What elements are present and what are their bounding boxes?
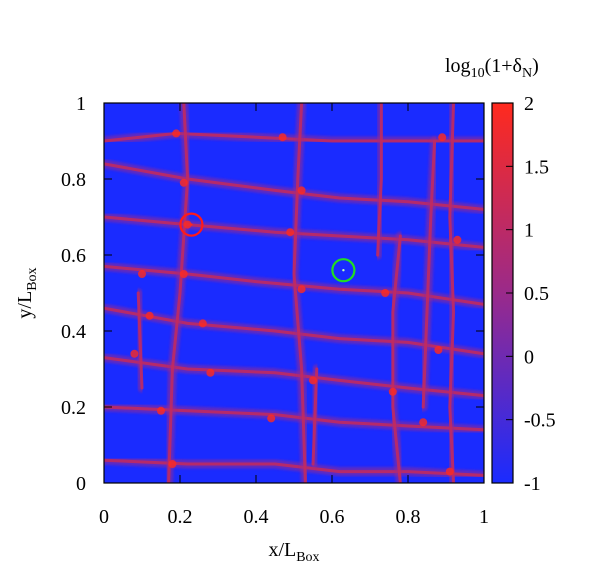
marker-circle-0 (179, 212, 204, 237)
x-tick-label-1: 0.2 (168, 506, 193, 528)
y-axis: 0 0.2 0.4 0.6 0.8 1 (61, 93, 484, 495)
vertical-filament-7 (448, 103, 456, 483)
vertical-filament-2 (292, 103, 307, 483)
halo-node-1 (278, 133, 287, 142)
colorbar-tick-label-5: 1.5 (524, 156, 549, 178)
halo-node-13 (198, 319, 207, 328)
x-axis-title: x/LBox (268, 539, 319, 565)
halo-node-4 (297, 186, 306, 195)
y-tick-label-1: 0.2 (61, 397, 86, 419)
y-tick-label-5: 1 (76, 93, 86, 115)
horizontal-filament-2 (104, 215, 484, 249)
colorbar-tick-label-0: -1 (524, 473, 541, 495)
halo-node-10 (297, 285, 306, 294)
halo-node-12 (145, 311, 154, 320)
halo-node-2 (438, 133, 447, 142)
y-tick-label-3: 0.6 (61, 245, 86, 267)
halo-node-16 (206, 368, 215, 377)
halo-node-22 (168, 460, 177, 468)
x-tick-label-3: 0.6 (320, 506, 345, 528)
colorbar-tick-label-4: 1 (524, 220, 534, 242)
vertical-filament-6 (421, 139, 437, 409)
halo-node-15 (130, 349, 139, 358)
filament-layer (104, 103, 484, 483)
x-tick-label-0: 0 (99, 506, 109, 528)
y-axis-title: y/LBox (14, 267, 40, 318)
x-tick-label-4: 0.8 (396, 506, 421, 528)
halo-node-0 (172, 129, 181, 138)
colorbar-tick-label-1: -0.5 (524, 410, 556, 432)
marker-circle-1 (331, 258, 356, 283)
vertical-filament-4 (376, 103, 383, 257)
y-tick-label-0: 0 (76, 473, 86, 495)
halo-node-17 (309, 376, 317, 385)
halo-node-9 (179, 270, 188, 278)
x-tick-label-5: 1 (479, 506, 489, 528)
halo-node-8 (138, 270, 146, 278)
node-layer (130, 129, 462, 476)
colorbar-axis: -1 -0.5 0 0.5 1 1.5 2 (506, 93, 556, 495)
y-tick-label-4: 0.8 (61, 169, 86, 191)
halo-node-19 (157, 406, 165, 415)
colorbar-tick-label-2: 0 (524, 346, 534, 368)
halo-node-3 (179, 178, 188, 187)
marker-center-1 (342, 269, 345, 272)
marker-layer (179, 212, 356, 283)
horizontal-filament-1 (104, 162, 484, 211)
horizontal-filament-0 (104, 131, 484, 143)
colorbar-tick-label-6: 2 (524, 93, 534, 115)
colorbar-tick-label-3: 0.5 (524, 283, 549, 305)
halo-node-18 (388, 387, 397, 396)
halo-node-23 (445, 467, 454, 476)
halo-node-11 (381, 289, 390, 297)
x-axis: 0 0.2 0.4 0.6 0.8 1 (99, 103, 489, 528)
halo-node-21 (419, 418, 428, 427)
vertical-filament-3 (311, 367, 319, 466)
x-tick-label-2: 0.4 (244, 506, 269, 528)
halo-node-6 (286, 228, 295, 237)
halo-node-7 (453, 235, 462, 244)
halo-node-14 (434, 346, 443, 354)
y-tick-label-2: 0.4 (61, 321, 86, 343)
colorbar-title: log10(1+δN) (445, 55, 539, 81)
vertical-filament-0 (167, 103, 190, 483)
halo-node-5 (183, 220, 192, 229)
vertical-filament-5 (391, 234, 402, 483)
plot-frame (103, 102, 485, 484)
vertical-filament-1 (136, 291, 144, 390)
halo-node-20 (267, 414, 276, 423)
marker-center-0 (190, 223, 193, 226)
